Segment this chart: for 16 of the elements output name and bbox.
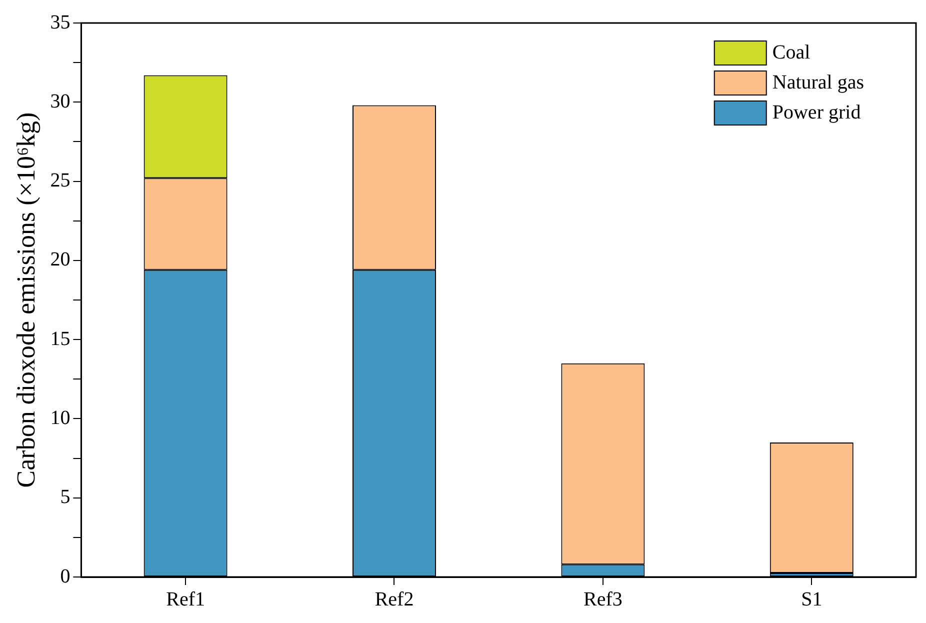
x-tick-label: Ref3 <box>584 588 622 610</box>
y-tick-label: 25 <box>50 170 70 192</box>
y-tick-label: 15 <box>50 328 70 350</box>
y-tick-label: 5 <box>60 486 70 508</box>
y-tick-label: 20 <box>50 248 70 271</box>
y-tick-label: 35 <box>50 11 70 34</box>
legend-label: Natural gas <box>772 71 864 94</box>
x-tick-label: Ref2 <box>374 588 414 610</box>
x-tick-label: Ref1 <box>166 588 205 610</box>
y-tick-label: 0 <box>60 565 70 588</box>
y-axis-title: Carbon dioxode emissions (×10⁶kg) <box>11 112 40 488</box>
legend-label: Coal <box>772 41 811 64</box>
x-tick-label: S1 <box>801 588 822 610</box>
y-tick-label: 10 <box>50 406 70 429</box>
legend-label: Power grid <box>772 101 861 124</box>
y-tick-label: 30 <box>50 90 70 112</box>
